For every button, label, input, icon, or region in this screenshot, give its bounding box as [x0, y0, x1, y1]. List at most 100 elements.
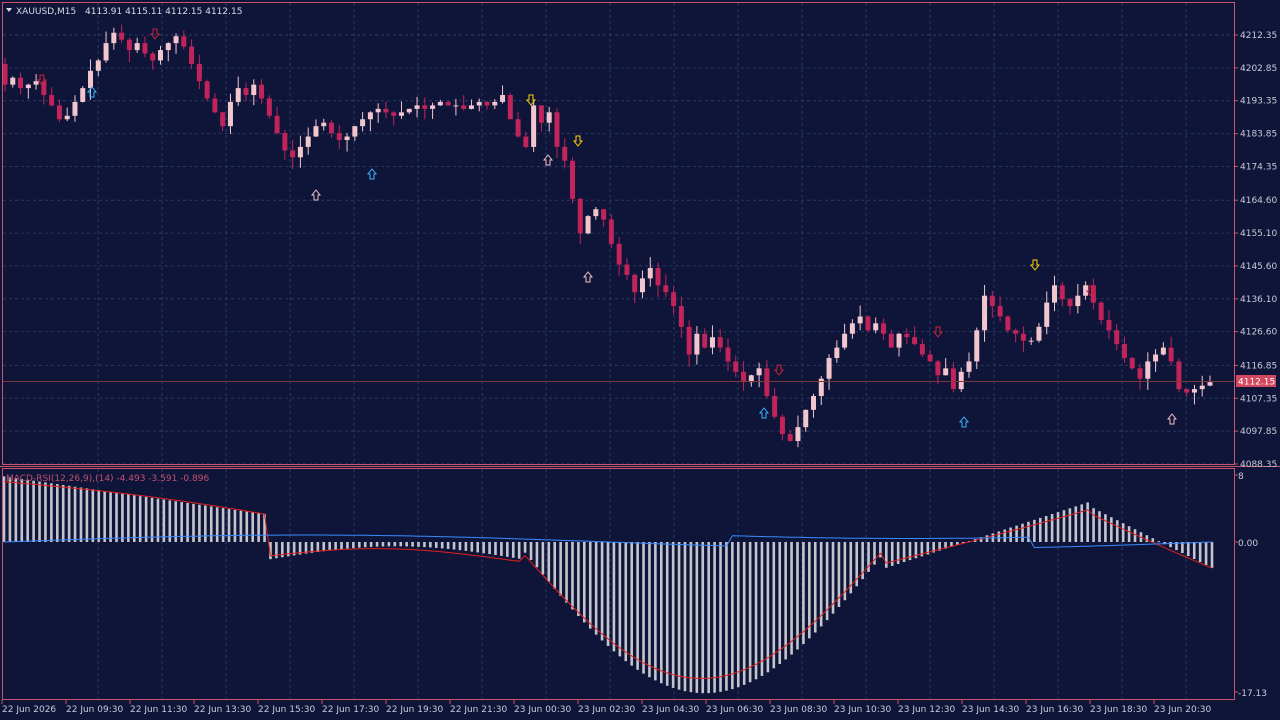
histogram-bar: [1115, 520, 1119, 542]
candle-body: [1129, 357, 1135, 369]
histogram-bar: [849, 542, 853, 594]
histogram-bar: [8, 477, 12, 542]
histogram-bar: [825, 542, 829, 621]
histogram-bar: [180, 502, 183, 542]
arrow-down-icon: [1085, 285, 1097, 297]
histogram-bar: [1038, 517, 1042, 542]
histogram-bar: [50, 483, 53, 542]
histogram-bar: [162, 499, 166, 542]
candle-body: [189, 46, 195, 64]
time-tick-label: 22 Jun 15:30: [258, 705, 315, 715]
histogram-bar: [55, 484, 59, 542]
histogram-bar: [648, 542, 651, 678]
histogram-bar: [209, 506, 213, 542]
time-axis: 22 Jun 2026 22 Jun 09:30 22 Jun 11:30 22 Ju…: [1, 700, 1211, 715]
histogram-bar: [529, 542, 533, 560]
candle-body: [142, 43, 148, 54]
histogram-bar: [760, 542, 764, 676]
time-tick-label: 23 Jun 16:30: [1026, 705, 1083, 715]
time-tick-label: 23 Jun 00:30: [514, 705, 571, 715]
candle-body: [212, 98, 218, 113]
candle-body: [321, 122, 327, 127]
histogram-bar: [772, 542, 776, 669]
time-tick-label: 23 Jun 06:30: [706, 705, 763, 715]
macd-line: [3, 534, 1213, 549]
current-price-text: 4112.15: [1238, 378, 1275, 388]
candle-body: [826, 357, 832, 379]
candle-body: [655, 268, 661, 286]
time-tick-label: 23 Jun 18:30: [1090, 705, 1147, 715]
candle-body: [56, 105, 62, 120]
arrow-down-icon: [773, 364, 785, 376]
candle-body: [966, 361, 972, 372]
histogram-bar: [387, 542, 391, 547]
candle-body: [1145, 361, 1151, 379]
time-tick-label: 23 Jun 10:30: [834, 705, 891, 715]
candle-body: [764, 368, 770, 397]
price-tick-label: 4136.10: [1240, 295, 1277, 305]
histogram-bar: [985, 535, 989, 542]
histogram-bar: [713, 542, 716, 693]
histogram-bar: [961, 542, 965, 543]
candle-body: [80, 88, 86, 102]
histogram-bar: [32, 480, 35, 542]
candle-body: [974, 330, 980, 362]
candle-body: [157, 50, 163, 61]
candle-body: [344, 136, 350, 141]
time-tick-label: 22 Jun 21:30: [450, 705, 507, 715]
histogram-bar: [470, 542, 474, 552]
histogram-bar: [790, 542, 793, 655]
histogram-bar: [97, 490, 101, 542]
histogram-bar: [127, 494, 130, 542]
candle-body: [305, 136, 311, 147]
candle-body: [896, 333, 902, 348]
histogram-bar: [257, 513, 260, 542]
histogram-bar: [85, 488, 89, 542]
candle-body: [266, 98, 272, 116]
triangle-down-icon[interactable]: [6, 8, 12, 12]
histogram-bar: [109, 491, 112, 542]
histogram-bar: [1092, 508, 1095, 542]
histogram-bar: [405, 542, 408, 547]
price-tick-label: 4088.35: [1240, 460, 1277, 470]
histogram-bar: [506, 542, 509, 557]
histogram-bar: [198, 504, 201, 542]
histogram-bar: [1033, 519, 1036, 542]
candle-body: [997, 306, 1003, 317]
time-tick-label: 22 Jun 2026: [2, 705, 56, 715]
histogram-bar: [1157, 541, 1161, 543]
candle-body: [880, 323, 886, 334]
histogram-bar: [583, 542, 586, 623]
candle-body: [406, 108, 412, 113]
arrow-up-icon: [582, 271, 594, 283]
candle-body: [1075, 295, 1081, 307]
candle-body: [1067, 299, 1073, 307]
candle-body: [111, 32, 117, 44]
histogram-bar: [67, 485, 71, 542]
histogram-bar: [393, 542, 397, 547]
histogram-bar: [950, 542, 953, 547]
candle-body: [430, 105, 436, 109]
histogram-bar: [464, 542, 468, 551]
arrow-up-icon: [310, 189, 322, 201]
candle-body: [741, 371, 747, 383]
candle-body: [398, 112, 404, 116]
candle-body: [336, 133, 342, 141]
candle-body: [2, 63, 8, 85]
time-tick-label: 23 Jun 08:30: [770, 705, 827, 715]
candle-body: [608, 219, 614, 244]
candle-body: [678, 306, 684, 327]
histogram-bar: [813, 542, 817, 633]
histogram-bar: [482, 542, 485, 554]
histogram-bar: [754, 542, 758, 680]
candle-body: [562, 146, 568, 161]
histogram-bar: [837, 542, 841, 608]
histogram-bar: [476, 542, 480, 553]
histogram-bar: [831, 542, 835, 614]
candle-body: [95, 60, 101, 71]
candle-body: [982, 295, 988, 331]
histogram-bar: [38, 481, 41, 542]
candle-body: [282, 133, 288, 151]
indicator-tick-top: 8: [1238, 472, 1244, 482]
